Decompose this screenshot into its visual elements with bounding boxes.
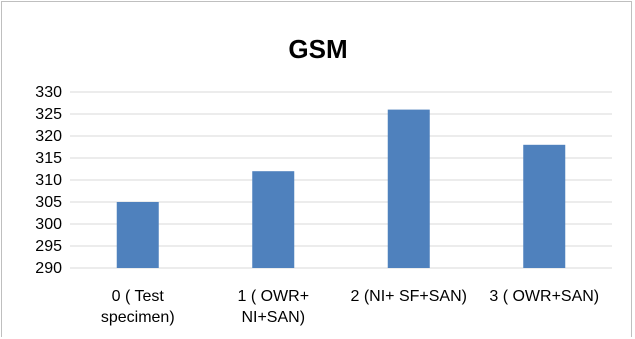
- x-category-label: 2 (NI+ SF+SAN): [351, 288, 467, 305]
- x-category-label-line: 2 (NI+ SF+SAN): [351, 288, 467, 305]
- y-tick-label: 315: [35, 150, 62, 167]
- x-category-label-line: specimen): [101, 309, 175, 326]
- x-category-label: 3 ( OWR+SAN): [489, 288, 599, 305]
- bars: [116, 109, 566, 268]
- x-category-label-line: NI+SAN): [241, 309, 305, 326]
- chart-title: GSM: [288, 34, 347, 64]
- x-axis-labels: 0 ( Test specimen) 1 ( OWR+ NI+SAN) 2 (NI+ S…: [101, 288, 599, 326]
- x-category-label: 0 ( Test specimen): [101, 288, 175, 326]
- bar: [252, 171, 295, 268]
- bar: [387, 109, 430, 268]
- bar: [116, 202, 159, 268]
- gridlines: [70, 91, 612, 269]
- x-category-label: 1 ( OWR+ NI+SAN): [237, 288, 309, 326]
- y-tick-label: 290: [35, 260, 62, 277]
- y-tick-label: 325: [35, 106, 62, 123]
- x-category-label-line: 3 ( OWR+SAN): [489, 288, 599, 305]
- y-tick-label: 305: [35, 194, 62, 211]
- x-category-label-line: 0 ( Test: [112, 288, 165, 305]
- y-tick-label: 320: [35, 128, 62, 145]
- x-category-label-line: 1 ( OWR+: [237, 288, 309, 305]
- y-axis-ticks: 290 295 300 305 310 315 320 325 330: [35, 84, 62, 277]
- y-tick-label: 295: [35, 238, 62, 255]
- bar: [523, 144, 566, 268]
- y-tick-label: 330: [35, 84, 62, 101]
- y-tick-label: 310: [35, 172, 62, 189]
- y-tick-label: 300: [35, 216, 62, 233]
